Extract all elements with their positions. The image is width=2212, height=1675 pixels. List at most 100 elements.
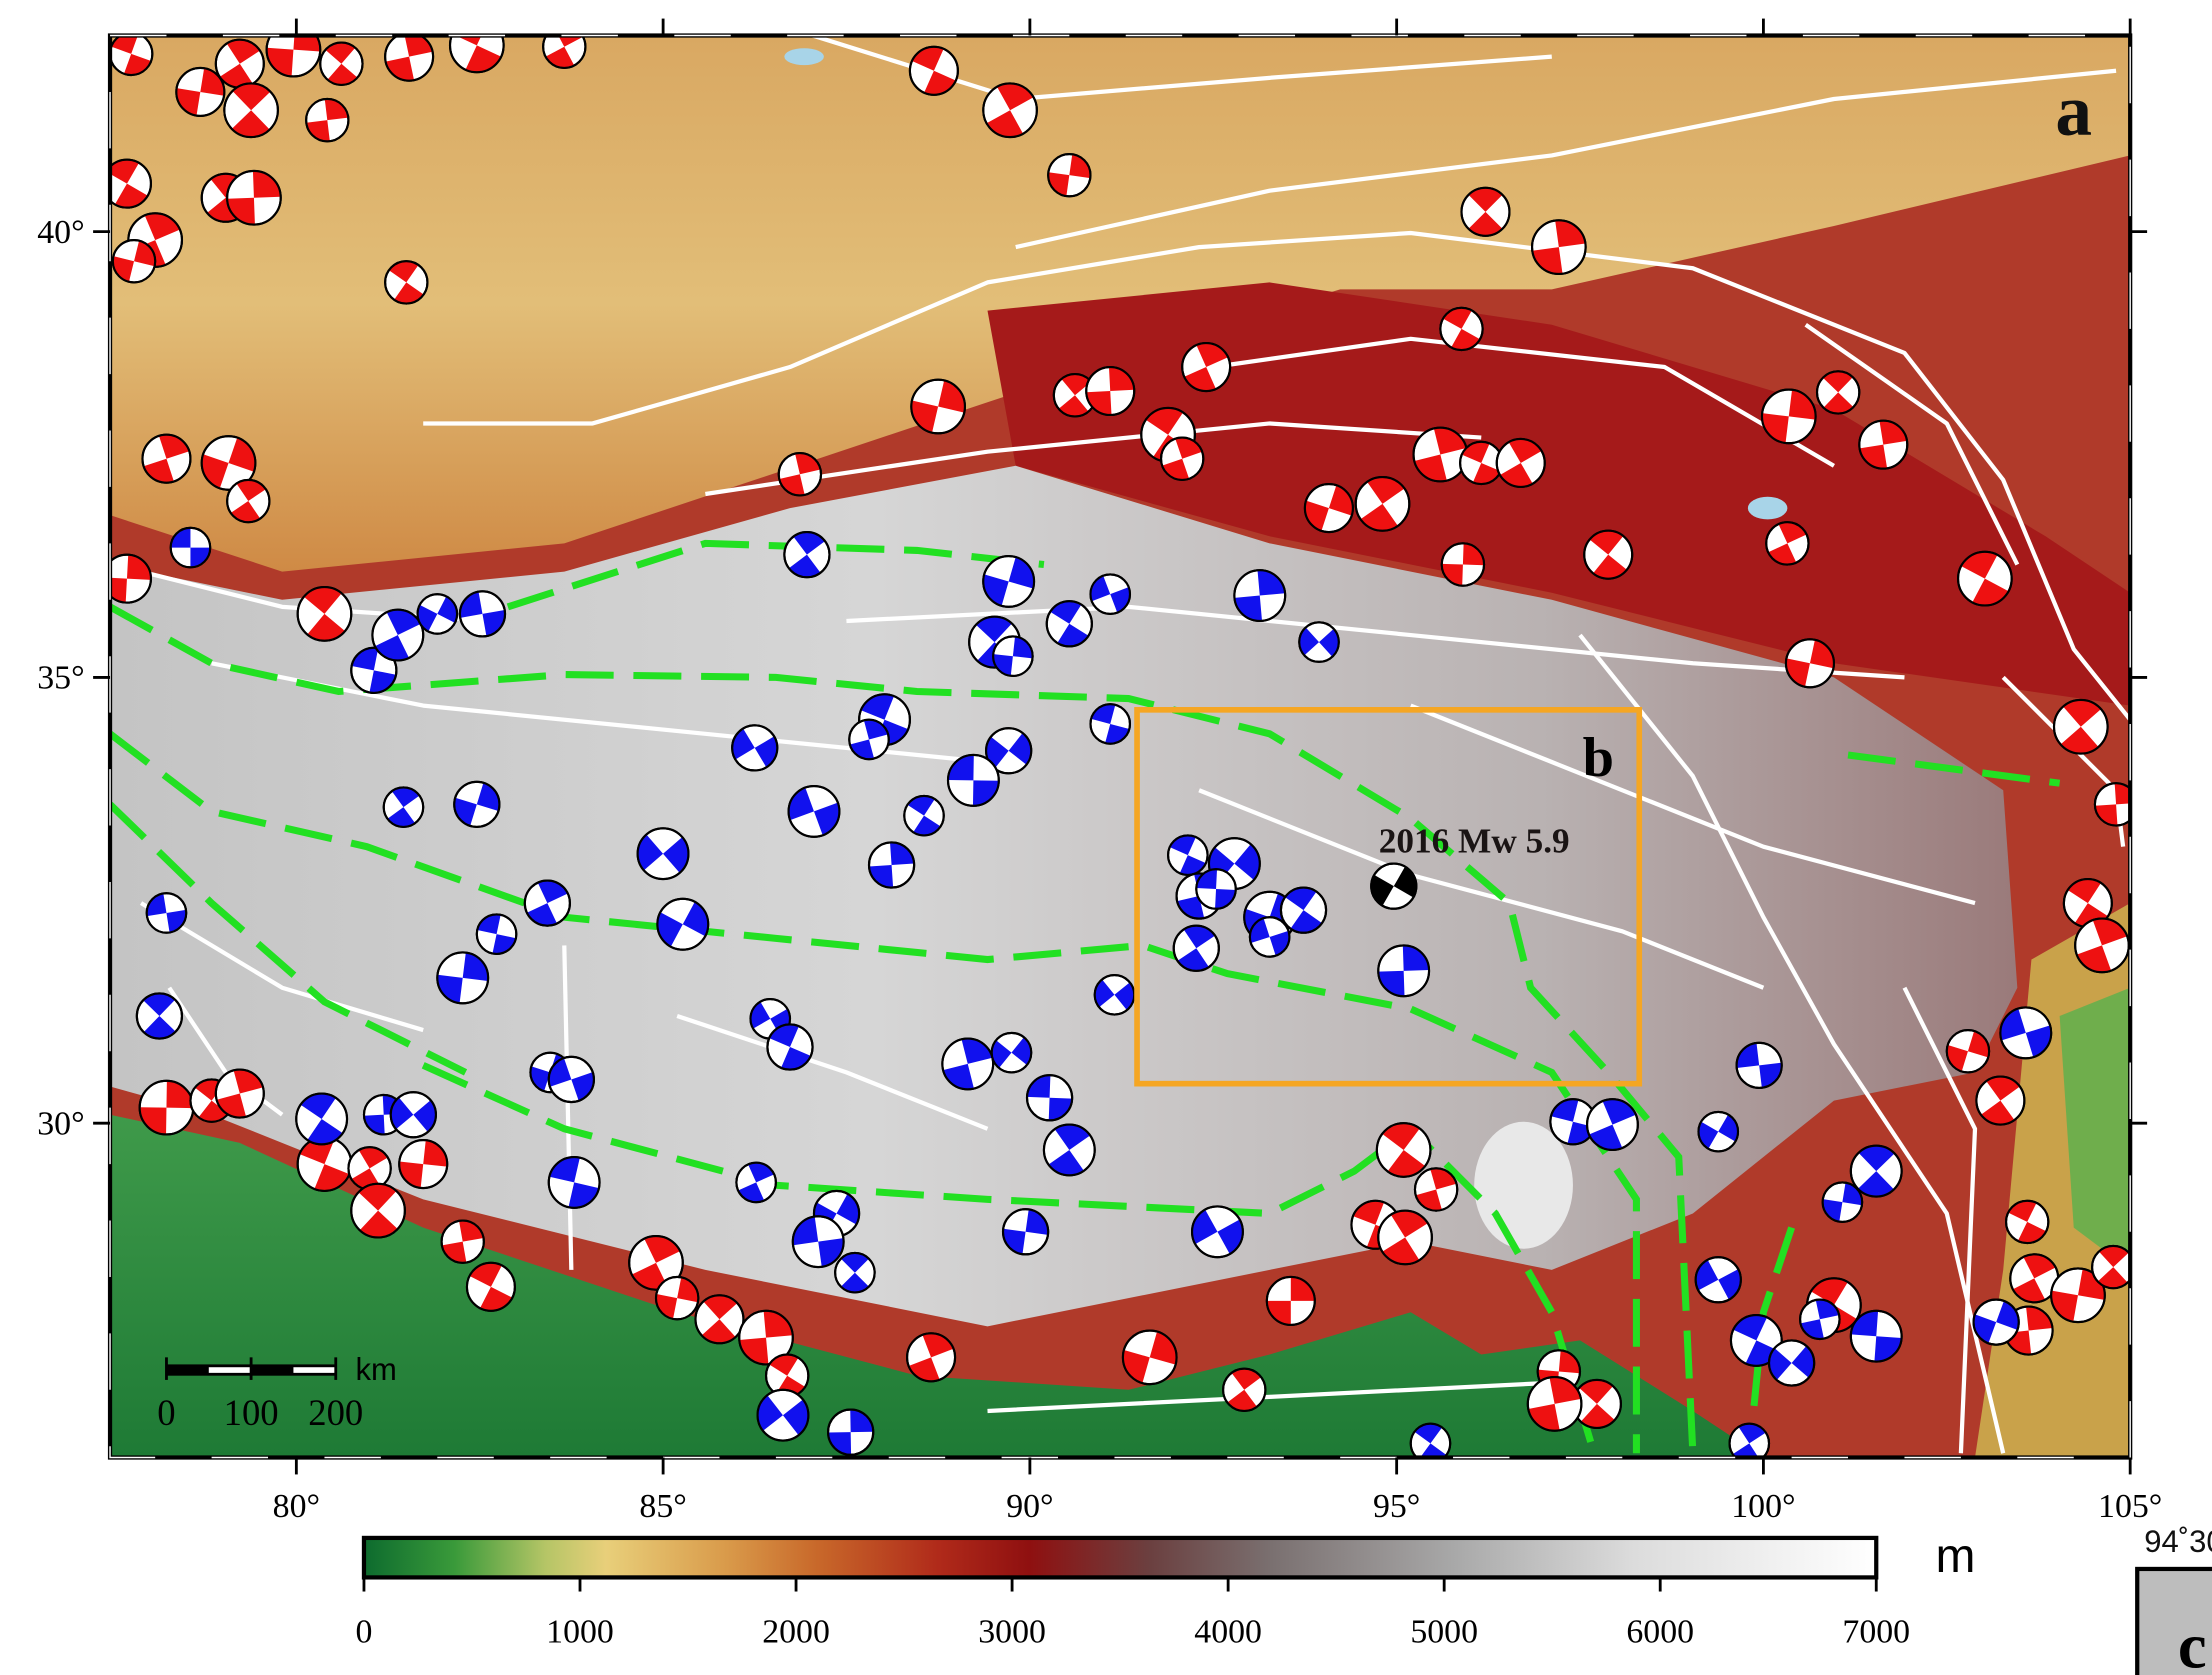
focal-mechanism-outline (1190, 1205, 1244, 1259)
focal-mechanism-outline (1195, 868, 1237, 910)
colorbar-ticks: 0 1000 2000 3000 4000 5000 6000 7000 (356, 1577, 1910, 1650)
snow-massif (1474, 1121, 1573, 1249)
focal-mechanism-outline (738, 1309, 794, 1366)
focal-mechanism-outline (1001, 1208, 1050, 1256)
focal-mechanism-outline (1765, 521, 1810, 566)
focal-mechanism-quadrant (300, 1093, 343, 1145)
focal-mechanism-outline (1957, 550, 2013, 607)
focal-mechanism-outline (1530, 219, 1587, 275)
focal-mechanism-quadrant (1027, 1075, 1073, 1121)
focal-mechanism-quadrant (1973, 1300, 2019, 1344)
focal-mechanism-quadrant (1768, 522, 1807, 565)
suture (1745, 1226, 1795, 1454)
focal-mechanism-quadrant (1094, 979, 1135, 1011)
focal-mechanism-quadrant (2094, 783, 2131, 826)
focal-mechanism-quadrant (1192, 1209, 1243, 1254)
focal-mechanism-quadrant (788, 787, 840, 836)
focal-mechanism-quadrant (1371, 866, 1417, 906)
focal-mechanism-quadrant (637, 834, 689, 873)
focal-mechanism-quadrant (1196, 869, 1236, 909)
focal-mechanism-outline (1409, 1422, 1452, 1458)
focal-mechanism-quadrant (701, 1295, 738, 1344)
focal-mechanism-quadrant (388, 261, 424, 304)
scale-bar-segment (293, 1367, 336, 1373)
sichuan-lowland (2059, 987, 2131, 1270)
focal-mechanism-quadrant (1800, 1299, 1840, 1340)
focal-mechanism-quadrant (1768, 1345, 1815, 1381)
focal-mechanism-outline (1089, 703, 1132, 745)
scale-bar-label: 0 (157, 1392, 175, 1433)
focal-mechanism-quadrant (1736, 1042, 1782, 1088)
focal-mechanism-outline (992, 635, 1034, 678)
focal-mechanism-quadrant (455, 35, 502, 73)
focal-mechanism-quadrant (1822, 371, 1854, 414)
fault (423, 230, 2131, 722)
focal-mechanism-quadrant (1859, 420, 1908, 469)
focal-mechanism-quadrant (1091, 704, 1130, 744)
focal-mechanism-quadrant (860, 694, 909, 746)
focal-mechanism-quadrant (1695, 1259, 1741, 1300)
fault (1212, 336, 1835, 468)
focal-mechanism-quadrant (1414, 427, 1467, 482)
qaidam-highland (987, 282, 2131, 706)
focal-mechanism-quadrant (1961, 551, 2009, 606)
colorbar-tick-label: 7000 (1842, 1613, 1910, 1650)
focal-mechanism-quadrant (2067, 879, 2109, 928)
focal-mechanism-quadrant (1048, 154, 1091, 197)
focal-mechanism-outline (141, 433, 192, 484)
lon-tick-label: 100° (1731, 1488, 1795, 1525)
focal-mechanism-quadrant (1050, 601, 1089, 647)
focal-mechanism-quadrant (111, 35, 152, 75)
focal-mechanism-quadrant (1415, 1168, 1457, 1211)
focal-mechanism-quadrant (1532, 220, 1586, 274)
focal-mechanism-outline (2050, 1267, 2106, 1324)
focal-mechanism-outline (1370, 862, 1418, 910)
focal-mechanism-quadrant (1304, 485, 1353, 531)
focal-mechanism-quadrant (299, 1137, 350, 1191)
focal-mechanism-outline (906, 1332, 957, 1383)
focal-mechanism-quadrant (1249, 918, 1290, 956)
focal-mechanism-quadrant (986, 732, 1032, 769)
focal-mechanism-outline (1526, 1376, 1583, 1432)
focal-mechanism-outline (226, 478, 271, 524)
focal-mechanism-quadrant (374, 609, 421, 661)
focal-mechanism-quadrant (2000, 1008, 2052, 1058)
fault (562, 945, 574, 1270)
colorbar-tick-label: 1000 (546, 1613, 614, 1650)
focal-mechanism-outline (523, 879, 571, 927)
focal-mechanism-quadrant (325, 42, 358, 85)
focal-mechanism-outline (1729, 1313, 1783, 1367)
focal-mechanism-outline (265, 35, 322, 78)
focal-mechanism-quadrant (1184, 343, 1229, 391)
focal-mechanism-quadrant (306, 98, 349, 142)
scale-bar-label: 100 (224, 1392, 279, 1433)
focal-mechanism-outline (636, 827, 690, 881)
focal-mechanism-outline (226, 169, 282, 226)
focal-mechanism-quadrant (387, 787, 420, 827)
focal-mechanism-outline (1089, 573, 1132, 615)
focal-mechanism-outline (110, 35, 154, 77)
fault (139, 901, 424, 1033)
focal-mechanism-outline (200, 435, 257, 491)
focal-mechanism-quadrant (1090, 575, 1131, 613)
focal-mechanism-quadrant (1589, 1099, 1636, 1151)
lake (1747, 496, 1788, 520)
focal-mechanism-quadrant (991, 1037, 1032, 1069)
focal-mechanism-outline (1975, 1075, 2026, 1126)
focal-mechanism-quadrant (908, 1333, 954, 1382)
focal-mechanism-quadrant (303, 587, 346, 641)
focal-mechanism-quadrant (2004, 1306, 2053, 1355)
focal-mechanism-quadrant (1299, 627, 1339, 657)
focal-mechanism-quadrant (983, 557, 1035, 606)
fault (1198, 788, 1765, 990)
focal-mechanism-quadrant (358, 1183, 398, 1238)
focal-mechanism-outline (1025, 1074, 1074, 1122)
focal-mechanism-outline (1585, 1098, 1639, 1152)
focal-mechanism-outline (547, 1155, 601, 1209)
focal-mechanism-quadrant (1698, 1114, 1738, 1149)
focal-mechanism-quadrant (1786, 639, 1834, 687)
fault (1409, 703, 1976, 906)
lat-tick-label: 40° (37, 214, 84, 251)
focal-mechanism-quadrant (417, 596, 458, 632)
focal-mechanism-outline (2091, 1244, 2131, 1290)
